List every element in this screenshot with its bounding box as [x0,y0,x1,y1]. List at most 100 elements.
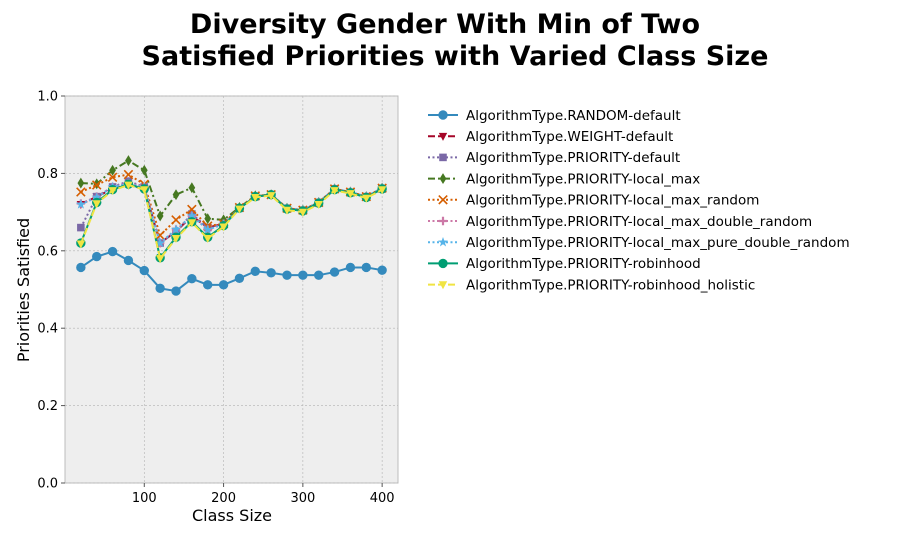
data-point [76,262,86,273]
x-axis-label: Class Size [192,506,272,525]
legend-label: AlgorithmType.PRIORITY-robinhood [466,256,701,272]
legend-item: AlgorithmType.PRIORITY-local_max_pure_do… [428,235,850,251]
chart-title-line-2: Satisfied Priorities with Varied Class S… [142,41,769,72]
data-point [282,270,292,280]
legend-item: AlgorithmType.WEIGHT-default [428,129,673,145]
data-point [204,213,212,225]
data-point [91,192,102,202]
legend-label: AlgorithmType.PRIORITY-local_max_pure_do… [466,235,850,251]
legend-item: AlgorithmType.PRIORITY-robinhood_holisti… [428,277,755,293]
data-point [314,201,323,209]
data-point [171,286,181,296]
x-axis-ticks: 100 200 300 400 [132,483,395,506]
data-point [171,224,181,234]
legend-label: AlgorithmType.WEIGHT-default [466,129,673,145]
legend-item: AlgorithmType.PRIORITY-robinhood [428,256,701,272]
legend-label: AlgorithmType.PRIORITY-robinhood_holisti… [466,277,755,293]
data-point [140,164,148,176]
data-point [203,280,213,290]
y-tick-label: 0.8 [37,167,58,182]
legend-item: AlgorithmType.RANDOM-default [428,108,681,124]
data-point [346,190,355,199]
data-point [155,230,165,241]
series-8 [76,181,387,264]
data-point [156,210,164,222]
legend-label: AlgorithmType.PRIORITY-local_max_random [466,193,759,209]
legend-marker [438,216,448,226]
data-point [77,223,85,232]
x-tick-label: 100 [132,491,157,506]
y-tick-label: 0.0 [37,477,58,492]
data-point [123,169,134,180]
series-line [79,184,383,260]
data-point [377,186,387,195]
legend-item: AlgorithmType.PRIORITY-local_max_double_… [428,214,812,230]
x-tick-label: 300 [290,491,315,506]
data-point [155,237,166,248]
data-point [92,251,102,262]
data-point [93,178,101,190]
data-point [330,187,339,196]
legend-marker [438,258,448,269]
legend-item: AlgorithmType.PRIORITY-default [428,150,680,166]
legend-label: AlgorithmType.PRIORITY-local_max [466,171,700,187]
data-point [187,219,197,228]
data-point [329,267,340,277]
data-point [91,180,102,190]
data-point [77,177,85,189]
data-point [314,270,324,280]
chart-title-line-1: Diversity Gender With Min of Two [190,9,700,40]
y-tick-label: 0.6 [37,244,58,259]
data-point [172,189,180,201]
data-point [171,215,181,225]
data-point [298,270,308,280]
legend-marker [438,132,448,141]
data-point [203,235,212,244]
data-point [107,246,118,257]
x-tick-label: 200 [211,491,236,506]
data-point [75,199,86,209]
plot-area [64,95,399,484]
data-point [234,273,245,283]
data-point [140,186,149,195]
data-point [171,235,181,244]
legend-marker [438,236,448,247]
legend-marker [438,110,448,120]
legend-item: AlgorithmType.PRIORITY-local_max [428,171,700,187]
data-point [298,208,308,217]
x-tick-label: 400 [370,491,395,506]
data-point [76,240,86,249]
legend-item: AlgorithmType.PRIORITY-local_max_random [428,193,759,209]
y-tick-label: 0.4 [37,322,58,337]
data-point [345,262,356,273]
data-point [218,280,229,290]
data-point [202,224,213,234]
legend-marker [438,281,448,290]
data-point [377,265,387,275]
data-point [109,164,116,176]
data-point [92,200,101,209]
data-point [187,204,197,215]
legend-marker [438,195,448,205]
data-point [124,181,133,190]
y-tick-label: 1.0 [37,90,58,105]
legend-label: AlgorithmType.PRIORITY-local_max_double_… [466,214,812,230]
data-point [250,266,260,277]
legend-marker [439,173,447,185]
data-point [361,262,371,273]
series-line [80,159,383,221]
y-tick-label: 0.2 [37,399,58,414]
data-point [107,172,118,183]
data-point [108,187,117,196]
data-point [123,255,134,266]
data-point [186,210,197,221]
data-point [155,283,165,294]
data-point [187,273,197,284]
data-point [139,265,149,276]
series-group [75,155,388,296]
data-point [155,255,165,264]
y-axis-ticks: 0.0 0.2 0.4 0.6 0.8 1.0 [37,90,65,492]
data-point [188,182,196,194]
legend-marker [439,153,447,162]
